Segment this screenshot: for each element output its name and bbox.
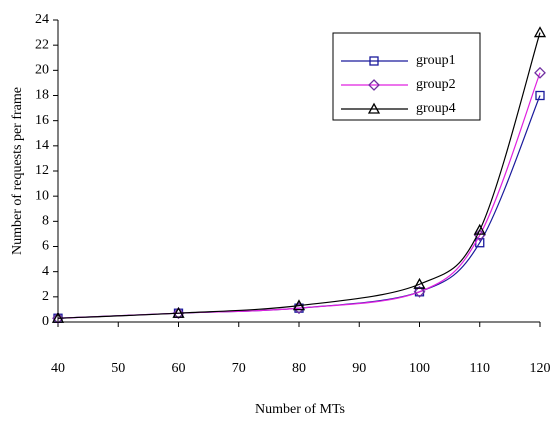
y-tick-label: 0 — [42, 314, 49, 329]
x-tick-label: 120 — [530, 361, 551, 376]
marker — [172, 307, 185, 320]
y-tick-label: 20 — [35, 63, 49, 78]
series-line — [57, 95, 541, 319]
marker — [51, 311, 65, 323]
x-tick-label: 40 — [51, 361, 65, 376]
y-axis-label: Number of requests per frame — [10, 87, 25, 255]
x-tick-label: 110 — [470, 361, 490, 376]
marker — [534, 66, 546, 79]
x-tick-label: 90 — [352, 361, 366, 376]
y-tick-label: 4 — [42, 264, 49, 279]
series-line — [57, 32, 541, 319]
marker — [413, 277, 426, 289]
marker — [292, 299, 306, 311]
y-tick-label: 22 — [35, 37, 49, 52]
marker — [369, 56, 379, 66]
legend-label: group2 — [416, 77, 456, 92]
marker — [172, 306, 185, 318]
y-tick-label: 12 — [35, 163, 49, 178]
x-tick-label: 60 — [172, 361, 186, 376]
y-tick-label: 8 — [42, 214, 49, 229]
x-tick-label: 70 — [232, 361, 246, 376]
marker — [413, 285, 426, 298]
y-tick-label: 6 — [42, 239, 49, 254]
y-tick-label: 10 — [35, 188, 49, 203]
y-tick-label: 2 — [42, 289, 49, 304]
legend-label: group4 — [416, 101, 456, 116]
y-tick-label: 16 — [35, 113, 49, 128]
y-tick-label: 24 — [35, 12, 49, 27]
legend-label: group1 — [416, 53, 456, 68]
marker — [535, 90, 545, 101]
marker — [368, 79, 380, 91]
x-tick-label: 100 — [409, 361, 430, 376]
x-tick-label: 80 — [292, 361, 306, 376]
marker — [52, 312, 64, 325]
x-axis-label: Number of MTs — [255, 402, 345, 417]
legend-box — [332, 32, 481, 121]
marker — [473, 223, 486, 235]
marker — [533, 26, 547, 38]
x-tick-label: 50 — [111, 361, 125, 376]
marker — [367, 102, 381, 114]
y-tick-label: 14 — [35, 138, 49, 153]
y-tick-label: 18 — [35, 88, 49, 103]
